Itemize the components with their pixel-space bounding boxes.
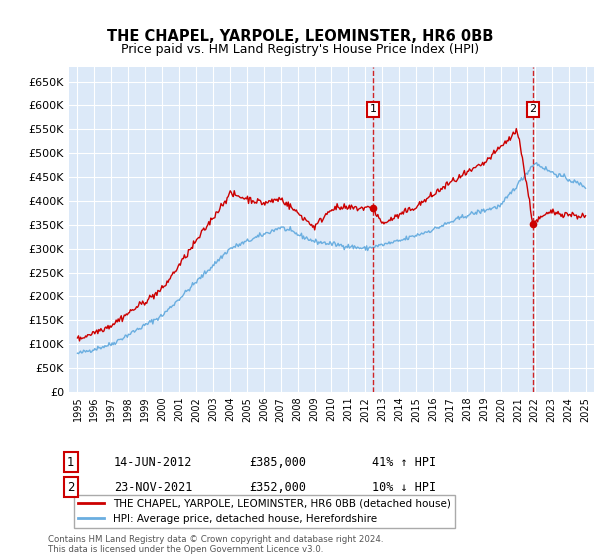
Legend: THE CHAPEL, YARPOLE, LEOMINSTER, HR6 0BB (detached house), HPI: Average price, d: THE CHAPEL, YARPOLE, LEOMINSTER, HR6 0BB…: [74, 494, 455, 528]
Text: 23-NOV-2021: 23-NOV-2021: [114, 480, 193, 494]
Text: 2: 2: [67, 480, 74, 494]
Text: 1: 1: [370, 104, 376, 114]
Text: Contains HM Land Registry data © Crown copyright and database right 2024.
This d: Contains HM Land Registry data © Crown c…: [48, 535, 383, 554]
Text: Price paid vs. HM Land Registry's House Price Index (HPI): Price paid vs. HM Land Registry's House …: [121, 43, 479, 56]
Text: 10% ↓ HPI: 10% ↓ HPI: [372, 480, 436, 494]
Text: £352,000: £352,000: [249, 480, 306, 494]
Text: 14-JUN-2012: 14-JUN-2012: [114, 455, 193, 469]
Text: 2: 2: [529, 104, 536, 114]
Text: £385,000: £385,000: [249, 455, 306, 469]
Text: 41% ↑ HPI: 41% ↑ HPI: [372, 455, 436, 469]
Text: 1: 1: [67, 455, 74, 469]
Text: THE CHAPEL, YARPOLE, LEOMINSTER, HR6 0BB: THE CHAPEL, YARPOLE, LEOMINSTER, HR6 0BB: [107, 29, 493, 44]
